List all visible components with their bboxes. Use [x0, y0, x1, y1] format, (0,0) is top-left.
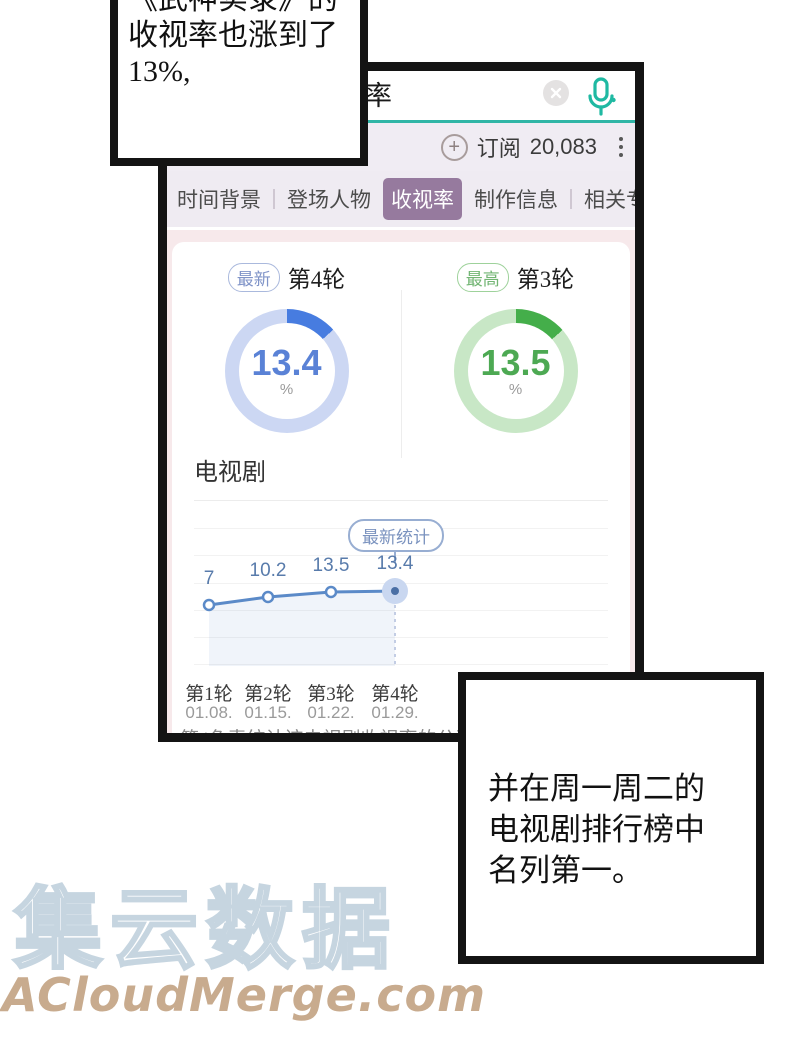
x-axis-date: 01.08.	[185, 703, 233, 722]
latest-round-label: 第4轮	[287, 267, 346, 292]
highest-rating-value: 13.5	[480, 341, 551, 383]
bubble-line: 收视率也涨到了	[128, 19, 338, 52]
bubble-line: 名列第一。	[488, 853, 643, 888]
voice-search-button[interactable]	[585, 76, 617, 118]
latest-badge: 最新	[227, 262, 280, 292]
speech-bubble-bottom-right: 并在周一周二的 电视剧排行榜中 名列第一。	[458, 672, 764, 964]
tooltip-connector	[394, 548, 396, 563]
ratings-page-background: 最新 第4轮 13.4 % 最高 第3轮 13.5	[167, 230, 635, 733]
x-axis-date: 01.22.	[307, 703, 355, 722]
point-value: 7	[203, 568, 215, 589]
highest-badge: 最高	[456, 262, 509, 292]
plus-icon[interactable]: +	[440, 133, 468, 161]
latest-rating-unit: %	[279, 381, 294, 399]
search-query-partial: 率	[365, 81, 392, 111]
horizontal-divider	[194, 500, 608, 501]
highest-donut-chart: 13.5 %	[453, 309, 578, 433]
highest-rating-block: 最高 第3轮 13.5 %	[401, 260, 630, 433]
tab-separator	[273, 189, 275, 209]
tab-bar: 时间背景 登场人物 收视率 制作信息 相关专辑	[167, 171, 635, 227]
point-value: 13.5	[312, 555, 350, 576]
microphone-icon	[588, 77, 616, 116]
x-axis-date: 01.29.	[371, 703, 419, 722]
watermark-url: ACloudMerge.com	[2, 968, 487, 1022]
highest-rating-unit: %	[508, 381, 523, 399]
latest-stat-tooltip: 最新统计	[348, 519, 444, 552]
gridline	[194, 664, 608, 665]
section-title-drama: 电视剧	[194, 460, 266, 486]
subscribe-button[interactable]: 订阅	[476, 136, 521, 161]
bubble-line: 《武神实录》的	[128, 0, 360, 18]
tab-ratings-selected[interactable]: 收视率	[383, 178, 462, 220]
bubble-line: 电视剧排行榜中	[488, 812, 705, 847]
gridline	[194, 555, 608, 556]
x-axis-label: 第1轮	[185, 684, 233, 705]
footnote-text: 第4负责统计该电视剧收视率的公司为	[180, 724, 630, 733]
ratings-card: 最新 第4轮 13.4 % 最高 第3轮 13.5	[172, 242, 630, 733]
kebab-menu-icon[interactable]	[615, 133, 627, 161]
point-value: 13.4	[376, 553, 414, 574]
latest-rating-block: 最新 第4轮 13.4 %	[172, 260, 401, 433]
gridline	[194, 610, 608, 611]
latest-rating-value: 13.4	[251, 341, 322, 383]
bubble-line: 13%,	[128, 55, 191, 88]
tab-characters[interactable]: 登场人物	[287, 188, 371, 212]
gridline	[194, 637, 608, 638]
clear-search-button[interactable]	[543, 80, 569, 106]
speech-bubble-top-left: 《武神实录》的 收视率也涨到了 13%,	[110, 0, 368, 166]
tab-related-albums[interactable]: 相关专辑	[584, 188, 635, 212]
latest-donut-chart: 13.4 %	[224, 309, 349, 433]
x-axis-date: 01.15.	[244, 703, 292, 722]
vertical-divider	[401, 290, 402, 458]
watermark-cn: 集云数据	[12, 878, 399, 981]
bubble-line: 并在周一周二的	[488, 771, 705, 806]
subscriber-count: 20,083	[529, 134, 597, 159]
x-axis-label: 第4轮	[371, 684, 419, 705]
tab-time-background[interactable]: 时间背景	[177, 188, 261, 212]
close-icon	[550, 87, 562, 99]
point-value: 10.2	[249, 560, 287, 581]
tab-production-info[interactable]: 制作信息	[474, 188, 558, 212]
line-chart	[202, 578, 408, 666]
x-axis-label: 第2轮	[244, 684, 292, 705]
x-axis-label: 第3轮	[307, 684, 355, 705]
tab-separator	[570, 189, 572, 209]
highest-round-label: 第3轮	[516, 267, 575, 292]
